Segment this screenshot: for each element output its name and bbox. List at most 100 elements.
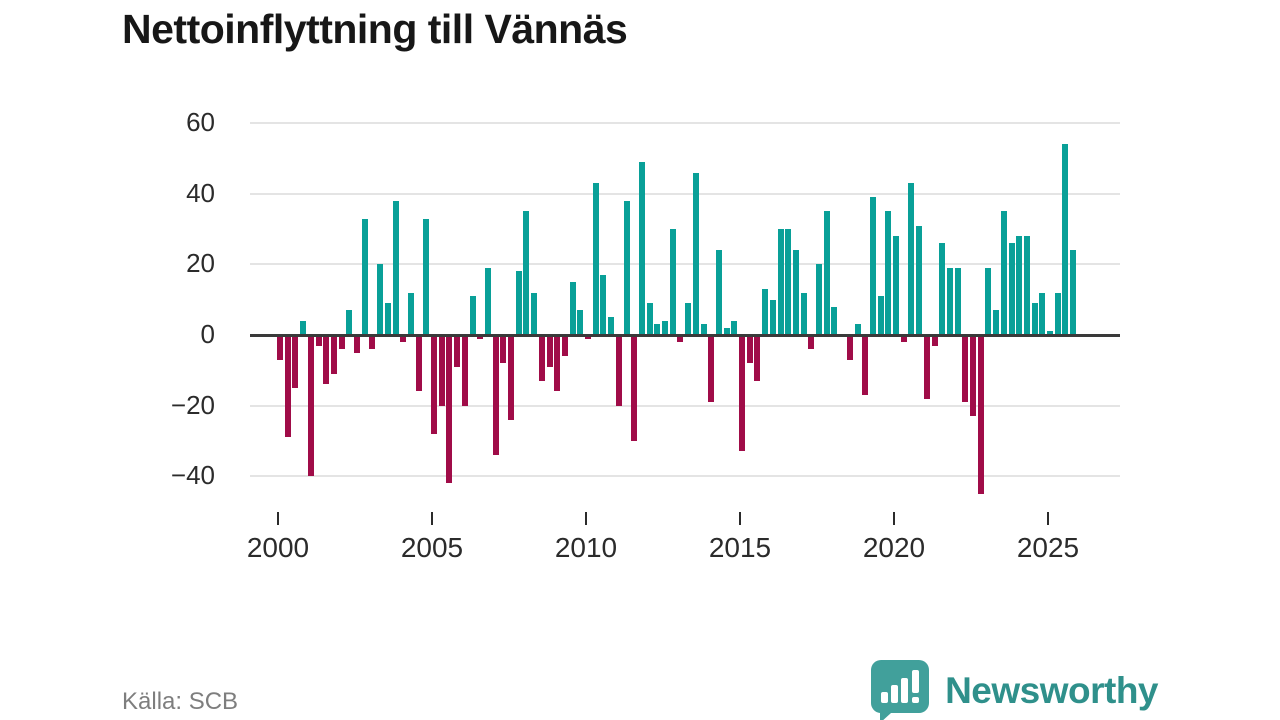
bar	[592, 183, 599, 335]
bar	[546, 335, 553, 367]
y-axis-label: 20	[186, 248, 215, 279]
bar-chart: 2000 2005 2010 2015 2020 2025	[247, 100, 1120, 563]
bar	[715, 250, 722, 335]
bar	[923, 335, 930, 399]
bar	[831, 306, 838, 335]
x-axis-label: 2025	[1016, 532, 1080, 563]
bar	[431, 335, 437, 434]
bar	[823, 211, 830, 335]
bar	[869, 197, 876, 335]
bar	[400, 335, 407, 343]
bar	[631, 335, 638, 441]
x-axis-tick	[739, 512, 741, 525]
bar	[515, 271, 522, 335]
bar	[669, 229, 676, 335]
source-label: Källa: SCB	[122, 688, 239, 715]
bar	[415, 335, 422, 392]
bar	[854, 324, 861, 335]
bar	[662, 320, 668, 335]
bar	[300, 320, 307, 335]
x-axis-tick	[893, 512, 895, 525]
y-axis-label: 0	[200, 319, 215, 349]
bar	[1062, 144, 1069, 335]
bar	[739, 335, 745, 452]
bar	[508, 335, 514, 420]
bar	[746, 335, 753, 364]
bar	[654, 324, 661, 335]
bar	[577, 310, 584, 335]
bar	[877, 296, 884, 335]
bar	[392, 200, 399, 335]
bar	[461, 335, 468, 406]
bar	[731, 320, 738, 335]
gridline	[250, 122, 1120, 125]
bar	[1070, 250, 1077, 335]
bar	[993, 310, 1000, 335]
bar	[1016, 236, 1023, 335]
bar	[723, 327, 730, 335]
bar	[307, 335, 314, 477]
bar	[538, 335, 545, 381]
bar	[762, 289, 769, 335]
bar	[939, 243, 946, 335]
bar	[484, 267, 491, 335]
bar	[407, 292, 414, 335]
bar	[1008, 243, 1015, 335]
bar	[423, 218, 430, 335]
bar	[384, 303, 391, 335]
bar	[1047, 331, 1053, 335]
bar	[808, 335, 815, 350]
bar	[908, 183, 915, 335]
bar	[1031, 303, 1038, 335]
page-title: Nettoinflyttning till Vännäs	[122, 6, 628, 52]
bar	[754, 335, 761, 381]
x-axis-label: 2015	[708, 532, 772, 563]
bar	[338, 335, 345, 350]
bar	[692, 172, 699, 335]
x-axis-tick	[1047, 512, 1049, 525]
bar	[330, 335, 337, 374]
bar	[346, 310, 353, 335]
bar	[700, 324, 707, 335]
bar	[615, 335, 622, 406]
bar	[277, 335, 283, 360]
zero-line	[250, 334, 1120, 337]
y-axis-label: 40	[186, 177, 215, 208]
bar	[708, 335, 715, 403]
gridline	[250, 192, 1120, 195]
bar	[885, 211, 892, 335]
bar	[323, 335, 330, 385]
bar	[469, 296, 476, 335]
bar	[970, 335, 976, 417]
bar	[769, 299, 776, 335]
gridline	[250, 263, 1120, 266]
bar	[638, 162, 645, 335]
bar	[561, 335, 568, 357]
gridline	[250, 404, 1120, 407]
bar	[862, 335, 869, 395]
y-axis-label: 60	[186, 107, 215, 138]
y-axis-label: −20	[170, 389, 215, 420]
bar	[685, 303, 692, 335]
bar	[946, 267, 953, 335]
y-axis-label: −40	[170, 460, 215, 491]
newsworthy-logo-icon	[871, 660, 930, 720]
bar	[554, 335, 561, 392]
bar	[646, 303, 653, 335]
bar	[523, 211, 530, 335]
bar	[1039, 292, 1046, 335]
bar	[361, 218, 368, 335]
bar	[369, 335, 376, 350]
bar	[846, 335, 853, 360]
x-axis-tick	[431, 512, 433, 525]
bar	[1000, 211, 1007, 335]
x-axis-tick	[585, 512, 587, 525]
bar	[600, 274, 607, 335]
bar	[446, 335, 453, 484]
bar	[315, 335, 322, 346]
bar	[777, 229, 784, 335]
bar	[985, 267, 992, 335]
bar	[954, 267, 961, 335]
x-axis-label: 2010	[554, 532, 618, 563]
bar	[900, 335, 907, 343]
